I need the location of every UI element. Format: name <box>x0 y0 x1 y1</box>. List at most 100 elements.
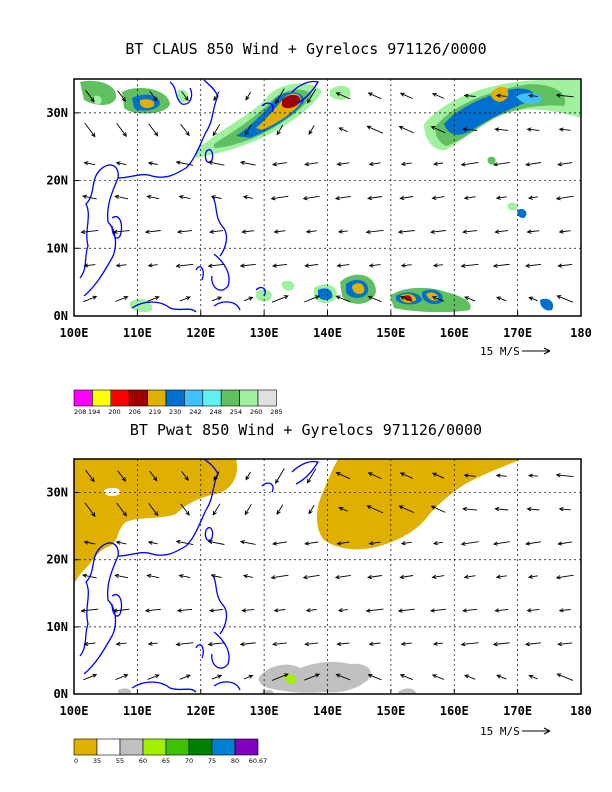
wind-vector-arrow <box>431 574 445 580</box>
wind-vector-arrow <box>207 160 225 166</box>
wind-vector-arrow <box>148 503 159 517</box>
wind-vector-arrow <box>494 608 509 613</box>
wind-vector-arrow <box>305 608 317 613</box>
wind-vector-arrow <box>243 296 254 302</box>
wind-vector-arrow <box>464 674 476 680</box>
colorbar-label: 65 <box>162 757 170 765</box>
wind-vector-arrow <box>239 263 256 268</box>
bottom-x-axis: 100E 110E 120E 130E 140E 150E 160E 170E 180 <box>60 689 592 718</box>
wind-vector-arrow <box>306 88 317 104</box>
y-tick-label: 30N <box>46 106 68 120</box>
wind-vector-arrow <box>335 472 351 480</box>
wind-vector-arrow <box>308 125 315 135</box>
wind-vector-arrow <box>431 472 445 479</box>
wind-vector-arrow <box>83 673 98 681</box>
colorbar-label: 0 <box>74 757 78 765</box>
x-tick-label: 160E <box>440 704 469 718</box>
wind-vector-arrow <box>116 502 127 517</box>
wind-vector-arrow <box>115 540 127 545</box>
top-vector-reference-label: 15 M/S <box>480 345 520 358</box>
wind-vector-arrow <box>175 539 194 546</box>
bottom-wind-vectors <box>80 468 574 681</box>
x-tick-label: 180 <box>570 704 592 718</box>
wind-vector-arrow <box>116 123 127 138</box>
wind-vector-arrow <box>115 263 127 268</box>
wind-vector-arrow <box>463 574 476 579</box>
wind-vector-arrow <box>305 229 317 234</box>
wind-vector-arrow <box>555 473 574 478</box>
wind-vector-arrow <box>431 674 445 680</box>
wind-vector-arrow <box>464 296 476 302</box>
wind-vector-arrow <box>399 674 413 681</box>
wind-vector-arrow <box>335 673 351 681</box>
wind-vector-arrow <box>271 162 287 167</box>
wind-vector-arrow <box>526 608 540 613</box>
wind-vector-arrow <box>432 540 443 546</box>
colorbar-label: 80 <box>231 757 239 765</box>
x-tick-label: 150E <box>376 326 405 340</box>
wind-vector-arrow <box>558 127 571 132</box>
wind-vector-arrow <box>239 160 256 166</box>
wind-vector-arrow <box>495 195 507 200</box>
wind-vector-arrow <box>275 88 285 105</box>
colorbar-label: 206 <box>129 408 141 416</box>
wind-vector-arrow <box>304 263 319 268</box>
wind-vector-arrow <box>213 91 220 102</box>
colorbar-swatch <box>110 389 130 407</box>
colorbar-label: 194 <box>88 408 100 416</box>
wind-vector-arrow <box>175 263 194 268</box>
wind-vector-arrow <box>83 641 96 647</box>
wind-vector-arrow <box>367 673 382 681</box>
top-cloud-field <box>80 80 581 313</box>
wind-vector-arrow <box>429 608 446 613</box>
bottom-y-axis: 0N 10N 20N 30N <box>46 486 79 701</box>
wind-vector-arrow <box>85 469 95 483</box>
y-tick-label: 0N <box>54 309 68 323</box>
wind-vector-arrow <box>115 161 127 166</box>
wind-vector-arrow <box>368 263 381 268</box>
colorbar-swatch <box>73 738 98 756</box>
x-tick-label: 100E <box>60 326 89 340</box>
wind-vector-arrow <box>555 195 574 201</box>
wind-vector-arrow <box>209 608 224 613</box>
wind-vector-arrow <box>245 471 251 481</box>
colorbar-swatch <box>202 389 222 407</box>
wind-vector-arrow <box>558 229 571 234</box>
wind-vector-arrow <box>495 473 507 478</box>
wind-vector-arrow <box>366 125 383 134</box>
x-tick-label: 100E <box>60 704 89 718</box>
wind-vector-arrow <box>525 541 541 546</box>
y-tick-label: 10N <box>46 241 68 255</box>
colorbar-swatch <box>211 738 236 756</box>
wind-vector-arrow <box>212 503 221 516</box>
colorbar-swatch <box>165 389 185 407</box>
x-tick-label: 150E <box>376 704 405 718</box>
wind-vector-arrow <box>112 608 130 613</box>
wind-vector-arrow <box>304 541 319 546</box>
wind-vector-arrow <box>81 573 97 579</box>
colorbar-label: 285 <box>270 408 282 416</box>
colorbar-label: 35 <box>93 757 101 765</box>
top-colorbar: 208 194 200 206 219 230 242 248 254 260 285 <box>73 389 283 416</box>
y-tick-label: 30N <box>46 486 68 500</box>
wind-vector-arrow <box>527 473 538 478</box>
x-tick-label: 160E <box>440 326 469 340</box>
colorbar-swatch <box>239 389 259 407</box>
wind-vector-arrow <box>399 195 414 201</box>
colorbar-label: 200 <box>108 408 120 416</box>
wind-vector-arrow <box>336 161 350 167</box>
colorbar-label: 70 <box>185 757 193 765</box>
wind-vector-arrow <box>528 296 538 302</box>
wind-vector-arrow <box>334 574 351 580</box>
wind-vector-arrow <box>81 194 97 200</box>
colorbar-swatch <box>165 738 190 756</box>
y-tick-label: 20N <box>46 174 68 188</box>
colorbar-swatch <box>234 738 259 756</box>
wind-vector-arrow <box>557 162 573 167</box>
wind-vector-arrow <box>338 127 348 133</box>
wind-vector-arrow <box>462 229 478 234</box>
wind-vector-arrow <box>496 296 507 302</box>
wind-vector-arrow <box>242 195 253 200</box>
top-reference-arrowhead <box>543 347 551 355</box>
wind-vector-arrow <box>366 505 383 514</box>
